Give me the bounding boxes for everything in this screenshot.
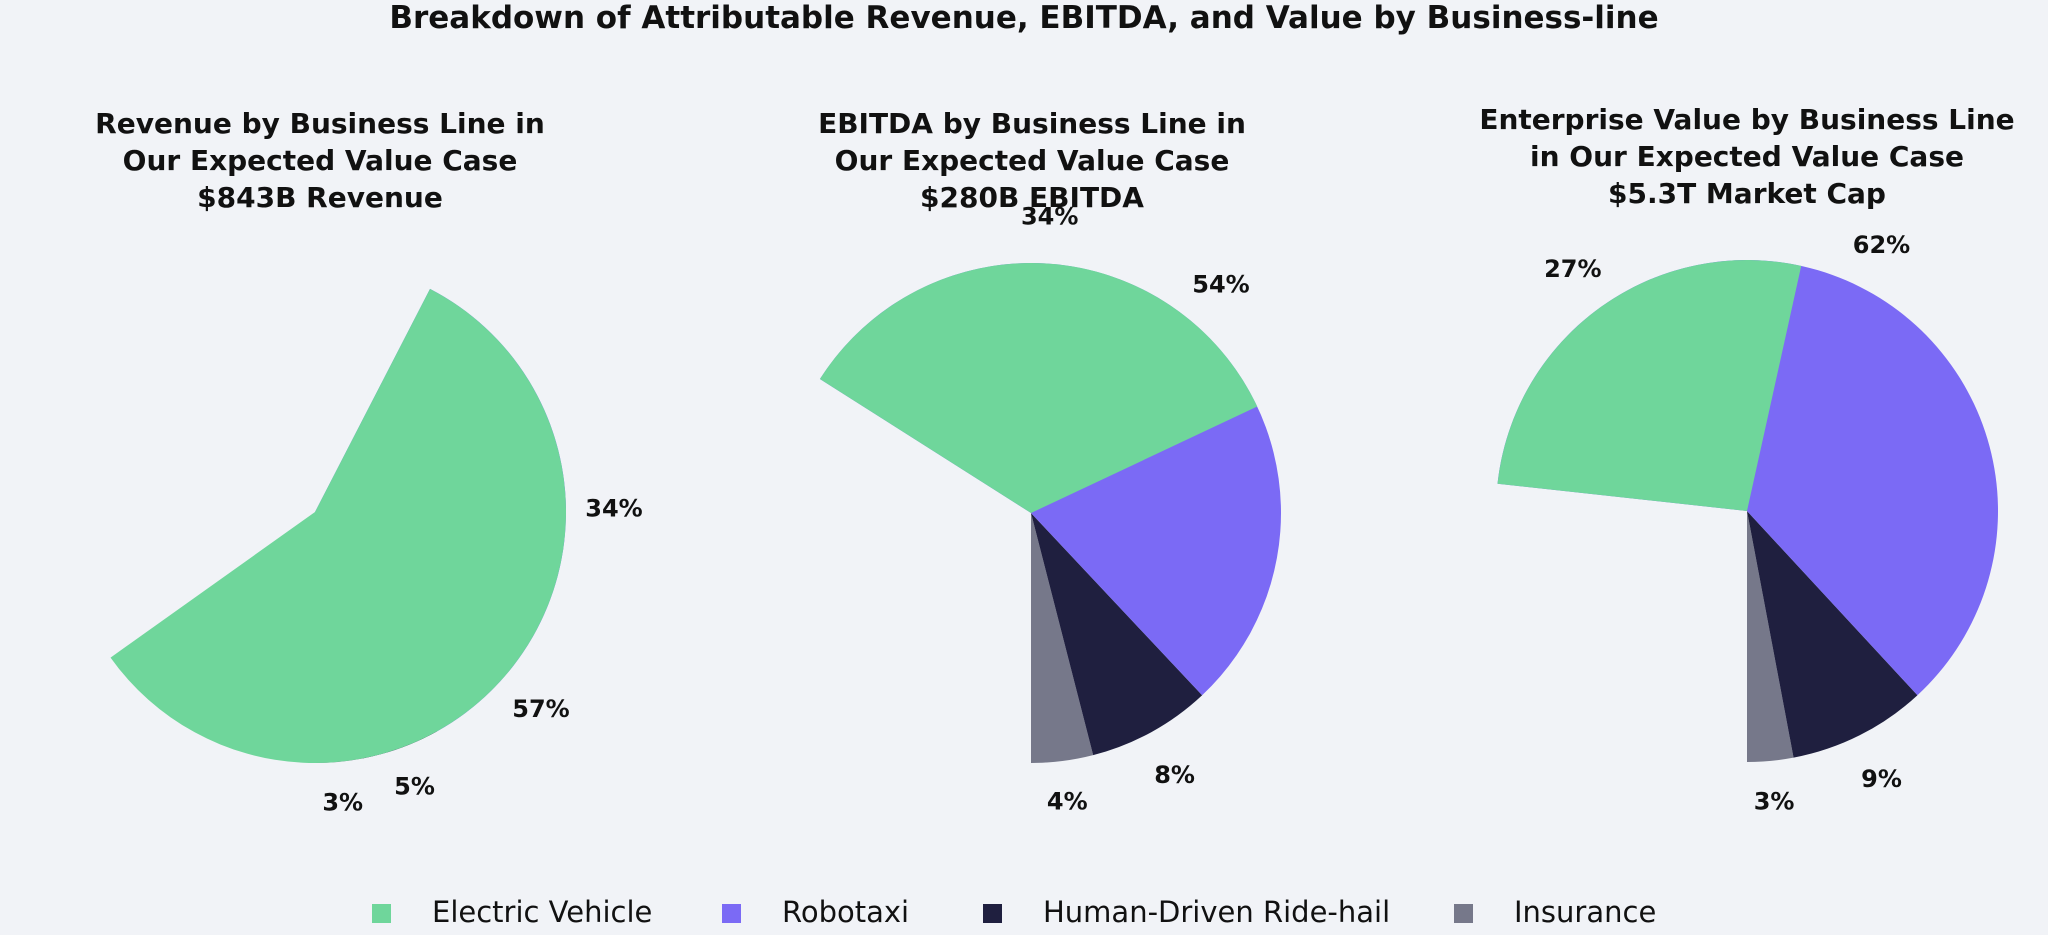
legend-label: Human-Driven Ride-hail (1043, 895, 1391, 929)
chart-title-line: Enterprise Value by Business Line (1479, 103, 2015, 136)
legend-swatch (372, 904, 391, 923)
pie-label-robotaxi: 62% (1853, 231, 1910, 259)
pie-slice-electric-vehicle (819, 262, 1258, 513)
legend-label: Robotaxi (782, 895, 910, 929)
chart-title-revenue: Revenue by Business Line in Our Expected… (0, 105, 640, 216)
chart-title-line: EBITDA by Business Line in (818, 107, 1246, 140)
chart-title-line: $5.3T Market Cap (1608, 177, 1886, 210)
legend-swatch (722, 904, 741, 923)
chart-title-line: $280B EBITDA (920, 181, 1144, 214)
pie-label-robotaxi: 34% (585, 494, 642, 522)
pie-label-insurance: 4% (1047, 788, 1088, 816)
legend-swatch (1454, 904, 1473, 923)
pie-slice-insurance (1747, 511, 1794, 762)
pie-label-electric-vehicle: 34% (1021, 203, 1078, 231)
pie-label-electric-vehicle: 57% (512, 695, 569, 723)
pie-slice-insurance (1031, 513, 1094, 763)
pie-label-human-driven-ride-hail: 8% (1154, 761, 1195, 789)
legend-label: Electric Vehicle (432, 895, 653, 929)
pie-label-human-driven-ride-hail: 5% (394, 773, 435, 801)
pie-chart: 3% 5% 34% 57% (110, 288, 643, 817)
pie-slice-electric-vehicle (110, 288, 567, 764)
chart-title-enterprise-value: Enterprise Value by Business Line in Our… (1427, 101, 2048, 212)
pie-chart: 4% 8% 54% 34% (819, 203, 1281, 816)
pie-label-robotaxi: 54% (1192, 270, 1249, 298)
pie-slice-human-driven-ride-hail (1031, 513, 1203, 756)
chart-title-line: Our Expected Value Case (834, 144, 1230, 177)
chart-title-line: Revenue by Business Line in (95, 107, 545, 140)
pie-slice-human-driven-ride-hail (1747, 511, 1918, 758)
chart-title-line: Our Expected Value Case (122, 144, 518, 177)
legend-swatch (983, 904, 1002, 923)
chart-title-line: $843B Revenue (197, 181, 443, 214)
pie-label-insurance: 3% (322, 789, 363, 817)
legend-label: Insurance (1514, 895, 1657, 929)
pie-label-electric-vehicle: 27% (1544, 255, 1601, 283)
pie-chart: 3% 9% 62% 27% (1497, 231, 1999, 816)
chart-title-ebitda: EBITDA by Business Line in Our Expected … (712, 105, 1352, 216)
pie-slice-electric-vehicle (1497, 260, 1802, 511)
pie-label-human-driven-ride-hail: 9% (1861, 765, 1902, 793)
main-title: Breakdown of Attributable Revenue, EBITD… (389, 0, 1659, 36)
pie-label-insurance: 3% (1754, 788, 1795, 816)
chart-title-line: in Our Expected Value Case (1530, 140, 1964, 173)
